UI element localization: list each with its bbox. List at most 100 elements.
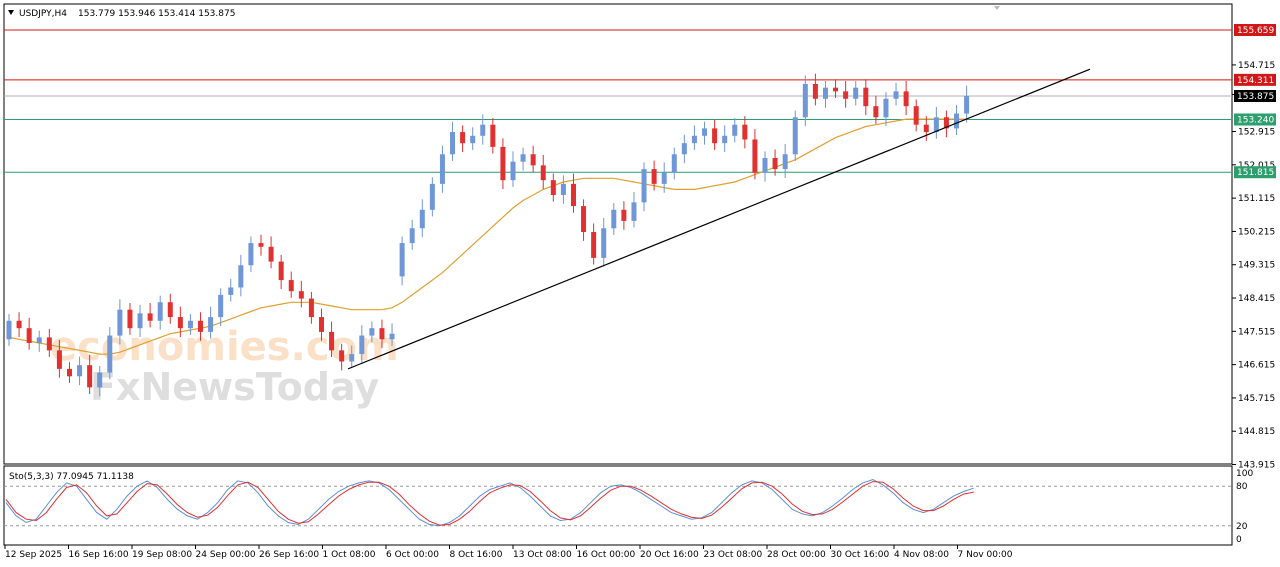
candle-body (964, 96, 970, 114)
candle-body (147, 313, 153, 321)
sto-tick-label: 80 (1236, 482, 1248, 492)
candle-body (893, 91, 899, 99)
candle-body (379, 328, 385, 340)
candle-body (742, 124, 748, 140)
price-tick-label: 152.015 (1238, 161, 1275, 171)
candle-body (399, 243, 405, 277)
sto-tick-label: 20 (1236, 522, 1248, 532)
candle-body (873, 106, 879, 118)
watermark: economies.com FxNewsToday (50, 324, 399, 409)
candle-body (631, 202, 637, 221)
candle-body (671, 154, 677, 173)
candle-body (409, 228, 415, 244)
candle-body (883, 98, 889, 118)
sto-tick-label: 100 (1236, 469, 1253, 479)
candle-body (107, 335, 113, 373)
candle-body (187, 320, 193, 329)
watermark-fxnewstoday: FxNewsToday (90, 365, 379, 409)
time-tick-label: 16 Oct 00:00 (577, 550, 636, 560)
price-tag-label: 153.240 (1237, 115, 1274, 125)
price-tick-label: 144.815 (1238, 427, 1275, 437)
candle-body (903, 91, 909, 107)
time-tick-label: 6 Oct 00:00 (386, 550, 439, 560)
time-tick-label: 19 Sep 08:00 (132, 550, 192, 560)
candle-body (318, 317, 324, 332)
stochastic-axis: 100 80 20 0 (1236, 469, 1253, 545)
candle-body (268, 246, 274, 262)
candle-body (369, 328, 375, 336)
candle-body (248, 243, 254, 266)
candle-body (429, 183, 435, 210)
trendline (347, 68, 1091, 370)
candle-body (550, 180, 556, 195)
time-tick-label: 8 Oct 16:00 (450, 550, 503, 560)
price-tick-label: 152.915 (1238, 128, 1275, 138)
candle-body (621, 209, 627, 221)
candle-body (228, 287, 234, 295)
candle-body (712, 128, 718, 144)
candle-body (843, 91, 849, 99)
candle-body (238, 265, 244, 288)
stochastic-pane-frame (3, 465, 1233, 546)
candle-body (167, 302, 173, 318)
time-tick-label: 30 Oct 16:00 (831, 550, 890, 560)
candlesticks (6, 73, 970, 397)
candle-body (298, 291, 304, 299)
candle-body (36, 337, 42, 343)
candle-body (560, 183, 566, 195)
candle-body (198, 320, 204, 332)
price-tag-label: 151.815 (1237, 168, 1274, 178)
dropdown-arrow-icon[interactable] (8, 10, 14, 15)
candle-body (540, 165, 546, 181)
candle-body (97, 372, 103, 388)
candle-body (329, 331, 335, 351)
candle-body (661, 172, 667, 184)
candle-body (691, 135, 697, 144)
candle-body (460, 132, 466, 144)
time-tick-label: 16 Sep 16:00 (69, 550, 129, 560)
candle-body (117, 309, 123, 336)
candle-body (137, 313, 143, 329)
candle-body (500, 146, 506, 181)
candle-body (66, 368, 72, 377)
price-tick-label: 146.615 (1238, 361, 1275, 371)
candle-body (480, 124, 486, 136)
sto-signal-line (5, 481, 974, 526)
candle-body (702, 128, 708, 136)
time-tick-label: 1 Oct 08:00 (323, 550, 376, 560)
candle-body (651, 169, 657, 184)
price-tag-bg (1234, 73, 1276, 86)
candle-body (954, 113, 960, 129)
trendline-line[interactable] (347, 68, 1091, 370)
candle-body (359, 335, 365, 355)
price-tag-label: 155.659 (1237, 26, 1274, 36)
candle-body (208, 317, 214, 332)
candle-body (792, 117, 798, 155)
chart-header: USDJPY,H4 153.779 153.946 153.414 153.87… (8, 9, 235, 19)
candle-body (913, 106, 919, 125)
candle-body (177, 317, 183, 329)
price-tick-label: 147.515 (1238, 327, 1275, 337)
candle-body (258, 243, 264, 247)
candle-body (349, 354, 355, 362)
candle-body (782, 154, 788, 170)
candle-body (762, 157, 768, 173)
candle-body (26, 328, 32, 343)
main-pane-frame (3, 3, 1233, 465)
time-tick-label: 24 Sep 00:00 (196, 550, 256, 560)
price-tick-label: 149.315 (1238, 261, 1275, 271)
candle-body (570, 183, 576, 207)
time-tick-label: 28 Oct 00:00 (767, 550, 826, 560)
candle-body (6, 320, 12, 340)
candle-body (46, 337, 52, 351)
price-tick-label: 143.915 (1238, 461, 1275, 471)
price-tag-label: 153.875 (1237, 92, 1274, 102)
price-tags: 155.659 154.311 153.875 153.240 151.815 (1234, 23, 1276, 179)
candle-body (389, 333, 395, 340)
sto-main-line (5, 479, 974, 527)
shift-marker-icon[interactable] (994, 6, 1000, 10)
candle-body (732, 124, 738, 136)
price-tag-label: 154.311 (1237, 76, 1274, 86)
moving-average (8, 118, 967, 355)
